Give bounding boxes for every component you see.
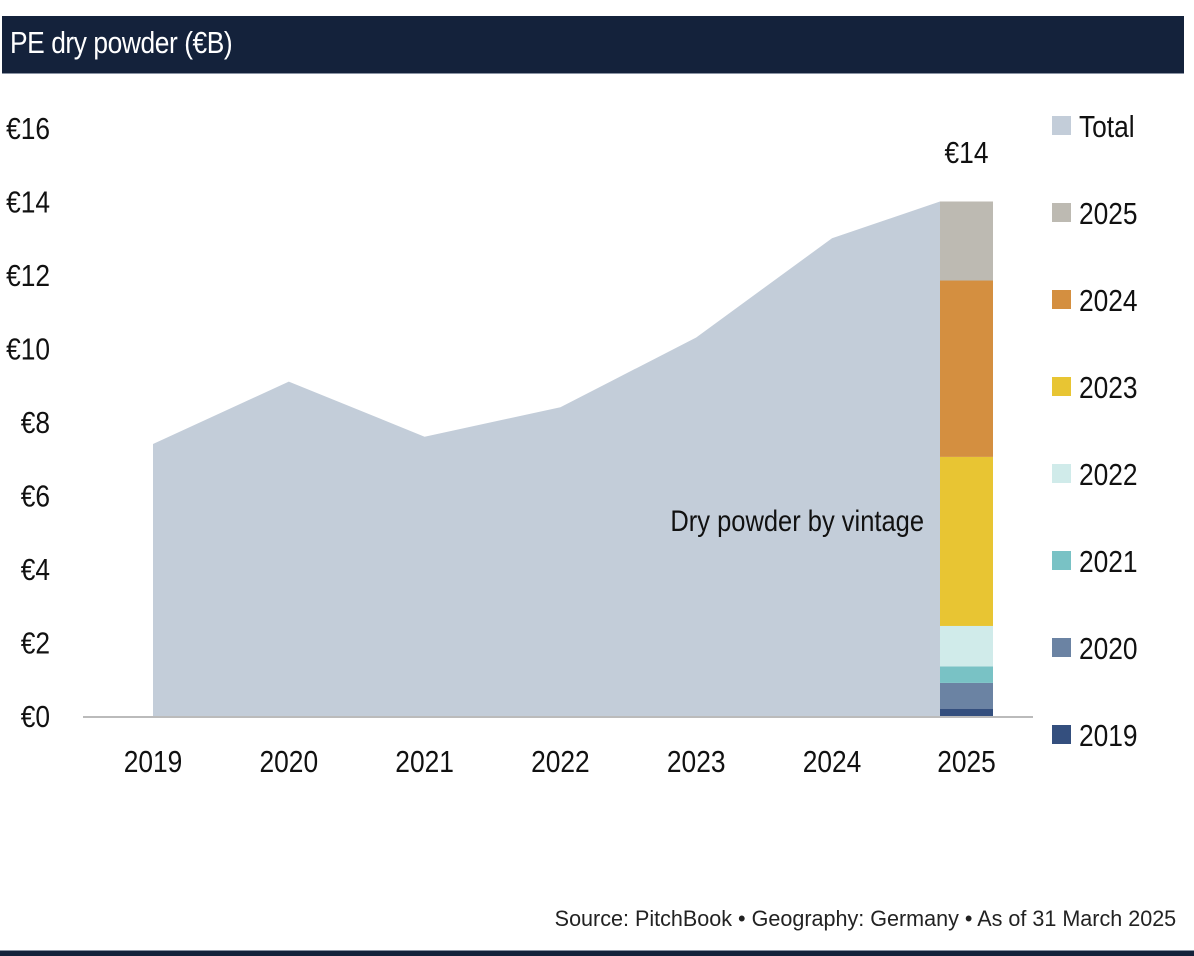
stacked-bar-2025 (940, 201, 993, 716)
x-tick-label: 2022 (531, 745, 590, 779)
legend-item-2023: 2023 (1052, 371, 1138, 406)
chart-title: PE dry powder (€B) (10, 25, 233, 60)
y-tick-label: €16 (6, 112, 50, 146)
y-tick-label: €6 (21, 480, 50, 514)
total-area (153, 201, 940, 716)
legend-item-2025: 2025 (1052, 197, 1138, 232)
chart-header: PE dry powder (€B) (2, 16, 1184, 74)
legend-swatch (1052, 377, 1071, 396)
legend-label: 2020 (1079, 632, 1138, 666)
bar-segment-2023 (940, 456, 993, 626)
legend-item-2020: 2020 (1052, 632, 1138, 667)
x-tick-label: 2019 (124, 745, 183, 779)
x-tick-label: 2020 (260, 745, 319, 779)
x-tick-label: 2025 (937, 745, 996, 779)
legend-swatch (1052, 290, 1071, 309)
legend-item-2022: 2022 (1052, 458, 1138, 493)
bar-segment-2024 (940, 280, 993, 457)
y-tick-label: €2 (21, 627, 50, 661)
x-tick-label: 2021 (395, 745, 454, 779)
x-tick-label: 2023 (667, 745, 726, 779)
legend-swatch (1052, 638, 1071, 657)
legend-label: 2024 (1079, 284, 1138, 318)
legend: Total 2025 2024 2023 2022 2021 2020 2019 (1052, 110, 1138, 754)
bar-segment-2020 (940, 682, 993, 709)
legend-swatch (1052, 203, 1071, 222)
legend-item-total: Total (1052, 110, 1135, 145)
legend-item-2024: 2024 (1052, 284, 1138, 319)
y-tick-label: €12 (6, 259, 50, 293)
bottom-rule (0, 950, 1194, 956)
legend-label: 2021 (1079, 545, 1138, 579)
legend-swatch (1052, 551, 1071, 570)
x-axis: 2019 2020 2021 2022 2023 2024 2025 (124, 745, 996, 779)
area-layer (153, 201, 940, 716)
bar-segment-2019 (940, 708, 993, 716)
legend-swatch (1052, 464, 1071, 483)
legend-label: 2019 (1079, 719, 1138, 753)
legend-item-2021: 2021 (1052, 545, 1138, 580)
y-tick-label: €10 (6, 333, 50, 367)
legend-label: 2023 (1079, 371, 1138, 405)
y-tick-label: €8 (21, 406, 50, 440)
legend-label: 2022 (1079, 458, 1138, 492)
y-tick-label: €0 (21, 700, 50, 734)
y-tick-label: €4 (21, 553, 50, 587)
bar-segment-2025 (940, 201, 993, 281)
legend-swatch (1052, 725, 1071, 744)
legend-swatch (1052, 116, 1071, 135)
y-axis: €0 €2 €4 €6 €8 €10 €12 €14 €16 (6, 112, 50, 734)
source-footnote: Source: PitchBook • Geography: Germany •… (554, 906, 1176, 931)
x-tick-label: 2024 (803, 745, 862, 779)
annotation-dry-powder-by-vintage: Dry powder by vintage (670, 504, 924, 537)
bar-segment-2021 (940, 666, 993, 683)
legend-label: Total (1079, 110, 1135, 144)
y-tick-label: €14 (6, 186, 50, 220)
legend-item-2019: 2019 (1052, 719, 1138, 754)
bar-total-label: €14 (945, 136, 989, 170)
legend-label: 2025 (1079, 197, 1138, 231)
bar-segment-2022 (940, 625, 993, 667)
